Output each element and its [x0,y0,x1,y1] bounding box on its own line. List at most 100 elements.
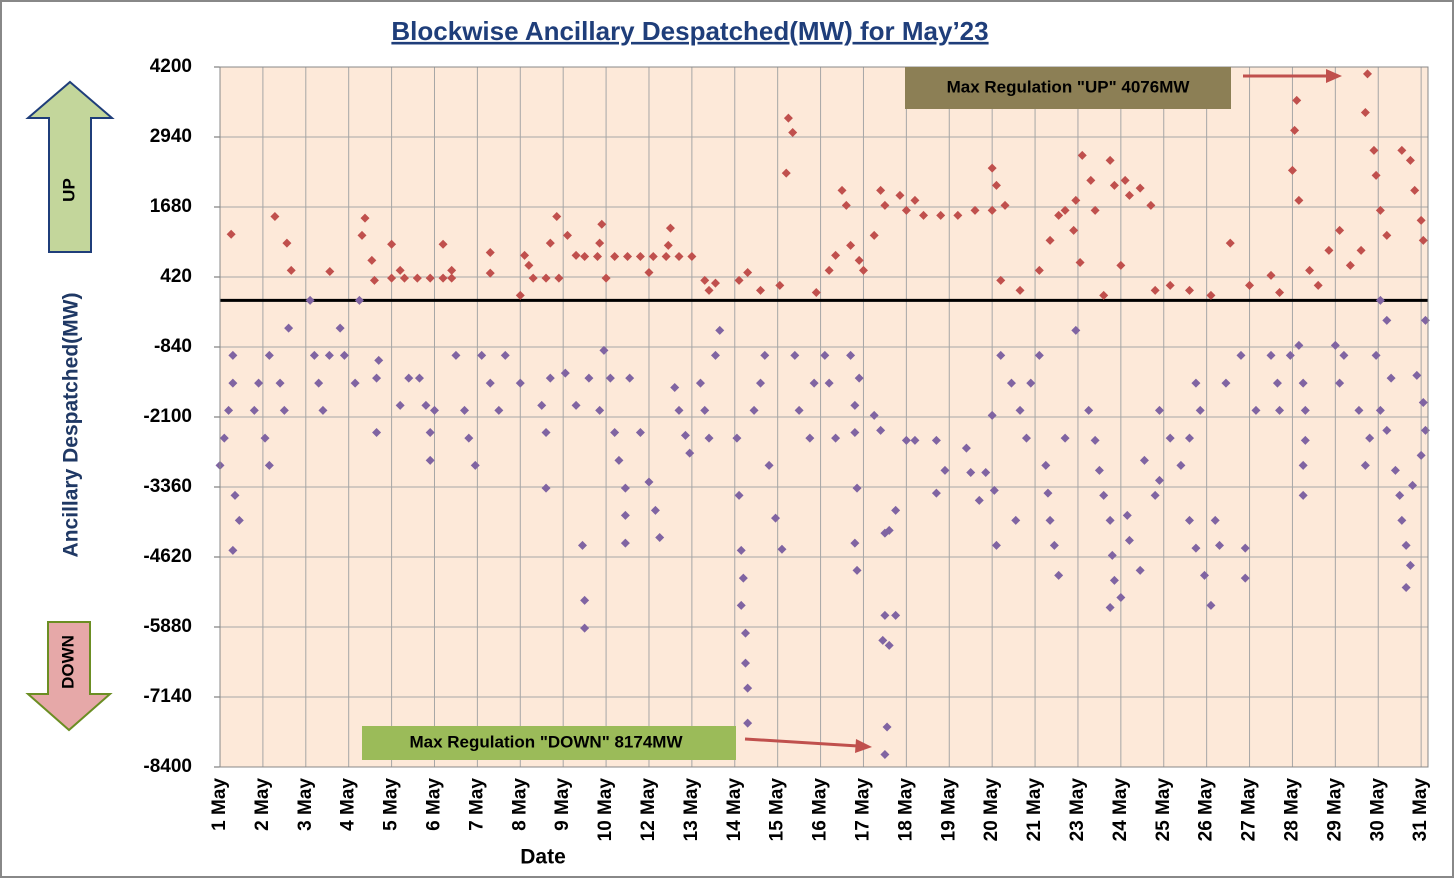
point [1330,340,1340,350]
point [226,229,236,239]
point [1405,560,1415,570]
point [910,195,920,205]
point [264,350,274,360]
point [1390,465,1400,475]
point [500,350,510,360]
x-tick-label: 18 May [895,778,916,842]
x-tick-label: 16 May [810,778,831,842]
point [610,251,620,261]
x-tick-label: 6 May [424,778,445,831]
x-tick-label: 15 May [767,778,788,842]
point [1225,238,1235,248]
point [854,255,864,265]
x-axis-label: Date [520,846,566,869]
x-tick-label: 26 May [1196,778,1217,842]
point [494,405,504,415]
point [279,405,289,415]
point [1401,540,1411,550]
point [700,275,710,285]
point [324,350,334,360]
point [1371,350,1381,360]
point [987,410,997,420]
point [447,265,457,275]
point [515,378,525,388]
point [882,722,892,732]
point [970,205,980,215]
point [736,600,746,610]
point [1191,543,1201,553]
point [884,640,894,650]
point [989,485,999,495]
point [620,483,630,493]
point [1397,145,1407,155]
point [1382,315,1392,325]
point [438,239,448,249]
x-tick-label: 25 May [1153,778,1174,842]
x-tick-label: 12 May [638,778,659,842]
point [880,200,890,210]
point [1015,405,1025,415]
point [620,510,630,520]
point [1069,225,1079,235]
point [635,251,645,261]
point [740,658,750,668]
point [846,240,856,250]
point [560,368,570,378]
point [447,273,457,283]
point [1099,290,1109,300]
annotation: Max Regulation "UP" 4076MW [947,77,1191,96]
point [777,544,787,554]
point [545,373,555,383]
point [1122,510,1132,520]
point [1021,433,1031,443]
point [1105,603,1115,613]
point [876,425,886,435]
y-tick-label: 4200 [150,56,192,77]
point [1060,205,1070,215]
y-tick-label: -4620 [143,546,192,567]
point [314,378,324,388]
point [228,378,238,388]
point [275,378,285,388]
point [228,545,238,555]
point [470,460,480,470]
point [541,483,551,493]
x-tick-label: 3 May [295,778,316,831]
point [429,405,439,415]
point [1154,475,1164,485]
point [571,400,581,410]
point [824,378,834,388]
point [620,538,630,548]
point [715,325,725,335]
point [710,278,720,288]
point [541,428,551,438]
point [824,265,834,275]
point [601,273,611,283]
point [783,113,793,123]
point [264,460,274,470]
point [1054,210,1064,220]
x-tick-label: 9 May [552,778,573,831]
point [1251,405,1261,415]
point [1365,433,1375,443]
point [665,223,675,233]
point [282,238,292,248]
point [595,405,605,415]
point [919,210,929,220]
point [788,128,798,138]
point [1191,378,1201,388]
point [374,355,384,365]
point [1305,265,1315,275]
point [228,350,238,360]
point [1139,455,1149,465]
point [1416,450,1426,460]
point [953,210,963,220]
point [1000,200,1010,210]
point [1382,425,1392,435]
point [1206,290,1216,300]
point [230,490,240,500]
point [610,428,620,438]
point [695,378,705,388]
point [580,595,590,605]
point [545,238,555,248]
